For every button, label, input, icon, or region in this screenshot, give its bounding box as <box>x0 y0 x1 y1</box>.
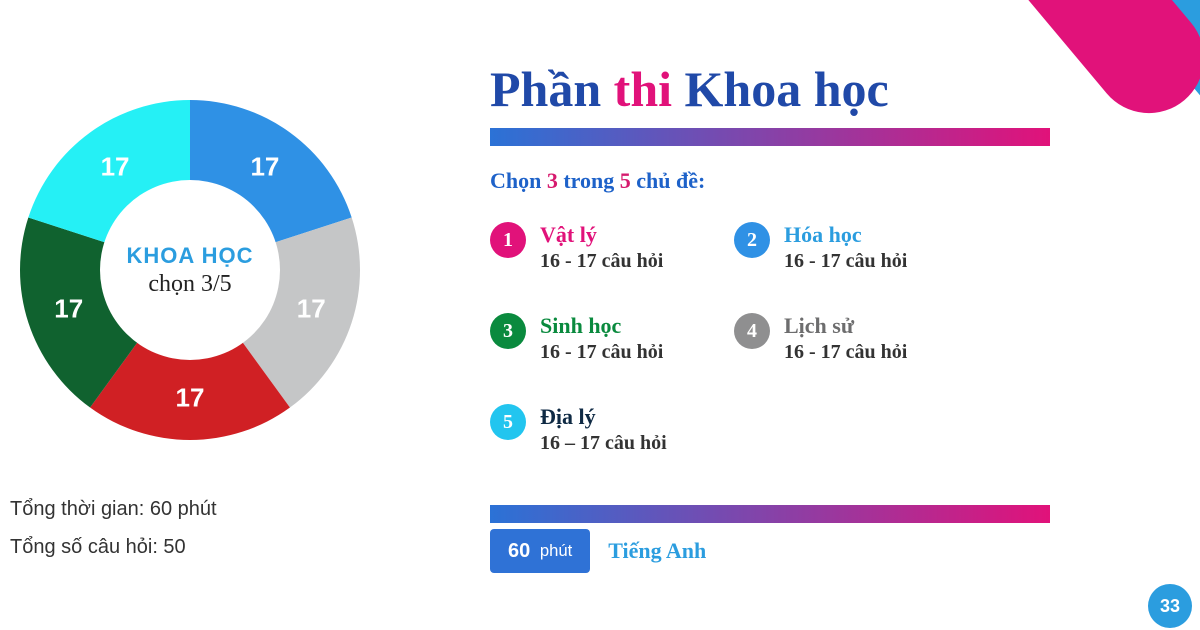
heading-mid: thi <box>614 61 685 117</box>
topic-name: Hóa học <box>784 222 907 248</box>
donut-center: KHOA HỌC chọn 3/5 <box>100 180 280 360</box>
subtitle-c: trong <box>558 168 620 193</box>
page-heading: Phần thi Khoa học <box>490 60 1200 118</box>
topic-subtext: 16 – 17 câu hỏi <box>540 432 667 455</box>
donut-center-title: KHOA HỌC <box>127 243 254 269</box>
donut-slice-label-3: 17 <box>54 294 83 325</box>
topic-name: Địa lý <box>540 404 667 430</box>
topic-number-badge: 5 <box>490 404 526 440</box>
footer-label: Tiếng Anh <box>608 538 706 564</box>
topic-text: Sinh học16 - 17 câu hỏi <box>540 313 663 364</box>
topic-text: Vật lý16 - 17 câu hỏi <box>540 222 663 273</box>
subtitle-e: chủ đề: <box>631 168 706 193</box>
footer-row: 60 phút Tiếng Anh <box>490 529 1200 573</box>
donut-slice-label-4: 17 <box>101 151 130 182</box>
topic-number-badge: 1 <box>490 222 526 258</box>
bullet-questions: Tổng số câu hỏi: 50 <box>10 528 410 566</box>
page-number: 33 <box>1160 596 1180 617</box>
donut-slice-label-0: 17 <box>250 151 279 182</box>
donut-slice-label-1: 17 <box>297 294 326 325</box>
gradient-bar-2 <box>490 505 1050 523</box>
summary-bullets: Tổng thời gian: 60 phút Tổng số câu hỏi:… <box>10 490 410 566</box>
subtitle-a: Chọn <box>490 168 547 193</box>
subtitle-d: 5 <box>620 168 631 193</box>
pill-unit: phút <box>540 541 572 561</box>
topic-subtext: 16 - 17 câu hỏi <box>540 341 663 364</box>
heading-suffix: Khoa học <box>685 61 889 117</box>
pill-value: 60 <box>508 540 530 563</box>
right-panel: Phần thi Khoa học Chọn 3 trong 5 chủ đề:… <box>490 60 1200 573</box>
left-panel: KHOA HỌC chọn 3/5 17 17 17 17 17 <box>0 90 400 450</box>
topics-grid: 1Vật lý16 - 17 câu hỏi2Hóa học16 - 17 câ… <box>490 222 1170 455</box>
duration-pill: 60 phút <box>490 529 590 573</box>
topic-subtext: 16 - 17 câu hỏi <box>784 341 907 364</box>
topic-item: 4 Lịch sử16 - 17 câu hỏi <box>734 313 934 364</box>
instruction-subtitle: Chọn 3 trong 5 chủ đề: <box>490 168 1200 194</box>
donut-center-subtitle: chọn 3/5 <box>148 271 231 298</box>
topic-subtext: 16 - 17 câu hỏi <box>540 250 663 273</box>
topic-item: 1 Vật lý16 - 17 câu hỏi <box>490 222 690 273</box>
donut-chart: KHOA HỌC chọn 3/5 17 17 17 17 17 <box>10 90 370 450</box>
topic-text: Hóa học16 - 17 câu hỏi <box>784 222 907 273</box>
heading-prefix: Phần <box>490 61 614 117</box>
topic-number-badge: 4 <box>734 313 770 349</box>
topic-name: Sinh học <box>540 313 663 339</box>
topic-subtext: 16 - 17 câu hỏi <box>784 250 907 273</box>
gradient-bar-1 <box>490 128 1050 146</box>
donut-slice-label-2: 17 <box>176 382 205 413</box>
topic-name: Vật lý <box>540 222 663 248</box>
topic-item: 5 Địa lý16 – 17 câu hỏi <box>490 404 690 455</box>
bullet-duration: Tổng thời gian: 60 phút <box>10 490 410 528</box>
topic-number-badge: 2 <box>734 222 770 258</box>
topic-text: Lịch sử16 - 17 câu hỏi <box>784 313 907 364</box>
topic-name: Lịch sử <box>784 313 907 339</box>
page-number-badge: 33 <box>1148 584 1192 628</box>
topic-text: Địa lý16 – 17 câu hỏi <box>540 404 667 455</box>
topic-number-badge: 3 <box>490 313 526 349</box>
topic-item: 2 Hóa học16 - 17 câu hỏi <box>734 222 934 273</box>
subtitle-b: 3 <box>547 168 558 193</box>
topic-item: 3 Sinh học16 - 17 câu hỏi <box>490 313 690 364</box>
